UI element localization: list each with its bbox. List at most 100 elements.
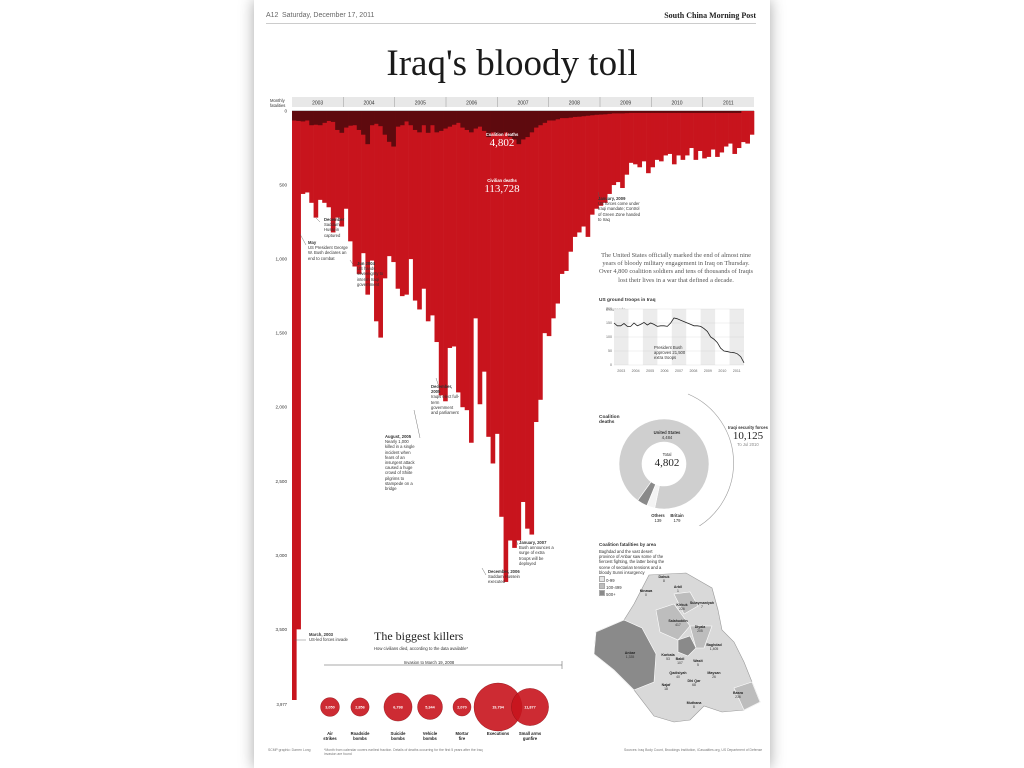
civilian-bar <box>417 111 422 310</box>
killer-value: 3,050 <box>325 706 335 710</box>
coalition-bar <box>598 111 604 115</box>
event-surge: January, 2007 Bush announces a surge of … <box>519 540 555 566</box>
civilian-bar <box>564 111 569 271</box>
civilian-bar <box>697 111 703 151</box>
civilian-bar <box>702 111 707 159</box>
event-text: US President George W. Bush declares an … <box>308 245 348 261</box>
x-tick-label: 2006 <box>466 101 477 107</box>
event-text: US forces come under Iraqi mandate; Cont… <box>598 201 641 222</box>
civilian-bar <box>607 111 612 194</box>
coalition-bar <box>702 111 707 113</box>
coalition-bar <box>481 111 487 131</box>
coalition-bar <box>343 111 349 128</box>
coalition-bar <box>564 111 569 119</box>
civilian-bar <box>633 111 638 165</box>
civilian-bar <box>335 111 340 218</box>
coalition-bar <box>386 111 392 142</box>
killer-value: 5,344 <box>425 706 435 710</box>
coalition-bar <box>723 111 729 113</box>
coalition-bar <box>378 111 383 127</box>
coalition-bar <box>633 111 638 113</box>
coalition-bar <box>706 111 712 113</box>
map-region-value: 1,335 <box>626 655 635 659</box>
killer-label: fire <box>459 736 466 741</box>
legend-label: 0-99 <box>606 578 615 583</box>
coalition-bar <box>533 111 539 128</box>
map-legend: 0-99 100-499 500+ <box>599 576 622 598</box>
coalition-bar <box>352 111 358 126</box>
x-tick-label: 2004 <box>363 101 374 107</box>
x-tick-label: 2009 <box>620 101 631 107</box>
civilian-bar <box>533 111 539 423</box>
civilian-bar <box>356 111 362 274</box>
x-tick-label: 2010 <box>671 101 682 107</box>
map-region-value: 5 <box>697 663 699 667</box>
basra-province <box>733 681 761 711</box>
event-title: Jun 2004 <box>357 261 375 266</box>
donut-title: Coalition deaths <box>599 415 620 426</box>
us-slice-label: United States 4,484 <box>650 430 684 440</box>
coalition-bar <box>313 111 319 125</box>
coalition-bar <box>477 111 483 127</box>
event-text: Nearly 1,000 killed in a single incident… <box>385 439 415 492</box>
civilian-bar <box>624 111 630 175</box>
civilian-bar <box>667 111 673 154</box>
page-number: A12 <box>266 12 279 19</box>
civilian-bar <box>300 111 306 194</box>
coalition-bar <box>330 111 336 122</box>
coalition-bar <box>659 111 664 113</box>
killer-label: bombs <box>423 736 437 741</box>
killer-label: strikes <box>323 736 337 741</box>
civilian-bar <box>447 111 453 348</box>
killer-value: 6,798 <box>393 706 403 710</box>
coalition-donut-chart <box>618 393 734 526</box>
coalition-bar <box>404 111 409 122</box>
map-region-name: Wasit <box>693 659 703 663</box>
killer-label: Executions <box>487 731 510 736</box>
civilian-bar <box>343 111 349 209</box>
troops-y-tick: 0 <box>610 363 612 367</box>
coalition-bar <box>503 111 509 133</box>
event-title: August, 2005 <box>385 434 412 439</box>
killer-label: Suicide <box>391 731 407 736</box>
coalition-bar <box>469 111 474 133</box>
civilian-bar <box>538 111 543 400</box>
civilian-bar <box>469 111 474 443</box>
coalition-bar <box>490 111 496 133</box>
coalition-bar <box>667 111 673 113</box>
coalition-bar <box>589 111 595 116</box>
legend-item-mid: 100-499 <box>599 583 622 590</box>
coalition-bar <box>300 111 306 122</box>
coalition-bar <box>542 111 548 123</box>
callout-name: Iraqi security forces <box>728 425 768 430</box>
coalition-bar <box>602 111 608 115</box>
civilian-bar <box>503 111 509 582</box>
killer-label: Small arms <box>519 731 542 736</box>
civilian-bar <box>542 111 548 334</box>
troops-y-tick: 150 <box>606 321 612 325</box>
civilian-bar <box>680 111 686 160</box>
coalition-bar <box>322 111 327 123</box>
civilian-bar <box>430 111 435 316</box>
coalition-bar <box>443 111 448 129</box>
coalition-bar <box>326 111 332 121</box>
coalition-bar <box>637 111 643 113</box>
killer-label: Roadside <box>351 731 371 736</box>
coalition-bar <box>641 111 647 113</box>
civilian-bar <box>715 111 720 157</box>
y-tick-label: 0 <box>284 109 287 114</box>
donut-total: Total 4,802 <box>647 452 687 469</box>
civilian-bar <box>304 111 310 193</box>
donut-total-value: 4,802 <box>654 457 680 470</box>
civilian-bar <box>326 111 332 208</box>
coalition-bar <box>576 111 582 117</box>
map-region-value: 7 <box>701 605 703 609</box>
killer-bubble <box>511 688 549 726</box>
civilian-bar <box>663 111 668 156</box>
civilian-bar <box>309 111 314 203</box>
troops-x-tick: 2008 <box>689 369 697 373</box>
map-region-name: Dhi Qar <box>688 679 702 683</box>
civilian-bar <box>378 111 383 338</box>
x-tick-label: 2011 <box>723 101 734 107</box>
event-sovereignty: Jun 2004 US hands sovereignty to interim… <box>357 261 387 287</box>
